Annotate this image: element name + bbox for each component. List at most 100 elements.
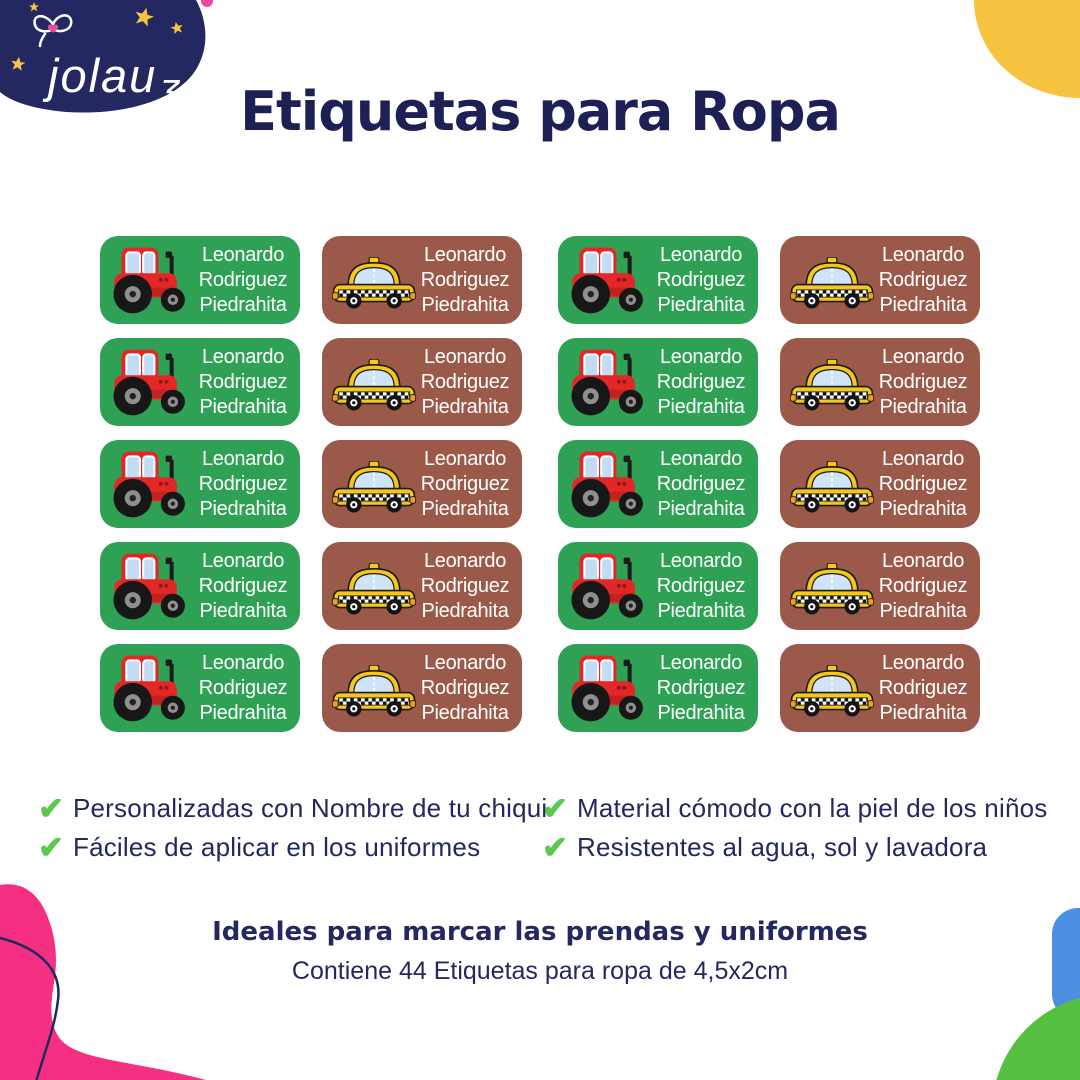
label-name-line: Leonardo [659,651,743,674]
clothing-label-tractor: Leonardo Rodriguez Piedrahita [100,338,300,426]
clothing-label-tractor: Leonardo Rodriguez Piedrahita [558,236,758,324]
check-icon: ✔ [542,790,568,826]
tractor-icon [571,451,643,517]
tractor-icon [571,553,643,619]
label-name-line: Rodriguez [656,268,746,291]
label-name-line: Rodriguez [878,370,968,393]
taxi-icon [332,563,416,615]
sheet-row: Leonardo Rodriguez Piedrahita [100,338,980,426]
clothing-label-tractor: Leonardo Rodriguez Piedrahita [100,440,300,528]
clothing-label-taxi: Leonardo Rodriguez Piedrahita [322,236,522,324]
sheet-row: Leonardo Rodriguez Piedrahita [100,236,980,324]
label-name-line: Piedrahita [199,293,287,316]
brand-logo: jolau ʒ [0,0,213,113]
features-right: ✔ Material cómodo con la piel de los niñ… [542,791,1047,869]
label-name-line: Rodriguez [420,370,510,393]
label-name-line: Leonardo [881,447,965,470]
tractor-icon [113,247,185,313]
star-icon [170,21,183,35]
feature-text: Personalizadas con Nombre de tu chiqui [72,792,548,823]
label-name-line: Rodriguez [656,472,746,495]
label-name-line: Rodriguez [656,370,746,393]
taxi-icon [790,563,874,615]
pink-corner-blob [0,884,206,1080]
label-name-text: Leonardo Rodriguez Piedrahita [874,651,972,726]
feature-item: ✔ Material cómodo con la piel de los niñ… [542,791,1047,825]
label-name-line: Piedrahita [879,701,967,724]
clothing-label-tractor: Leonardo Rodriguez Piedrahita [558,542,758,630]
label-name-text: Leonardo Rodriguez Piedrahita [194,243,292,318]
label-name-line: Piedrahita [657,293,745,316]
label-name-line: Piedrahita [199,395,287,418]
label-name-line: Rodriguez [878,268,968,291]
label-name-line: Leonardo [881,549,965,572]
navy-curve-line [0,936,60,1080]
check-icon: ✔ [38,790,64,826]
label-name-text: Leonardo Rodriguez Piedrahita [416,243,514,318]
taxi-icon [332,257,416,309]
label-name-line: Leonardo [659,447,743,470]
label-name-text: Leonardo Rodriguez Piedrahita [194,345,292,420]
clothing-label-taxi: Leonardo Rodriguez Piedrahita [780,338,980,426]
label-name-line: Leonardo [659,345,743,368]
label-name-line: Leonardo [423,549,507,572]
label-name-line: Piedrahita [421,395,509,418]
clothing-label-taxi: Leonardo Rodriguez Piedrahita [780,236,980,324]
feature-text: Resistentes al agua, sol y lavadora [576,831,988,862]
label-name-line: Piedrahita [199,497,287,520]
heart-icon [47,24,59,33]
tractor-icon [571,247,643,313]
clothing-label-tractor: Leonardo Rodriguez Piedrahita [558,338,758,426]
tractor-icon [113,349,185,415]
page-title: Etiquetas para Ropa [240,80,841,143]
label-name-line: Leonardo [423,447,507,470]
tractor-icon [113,553,185,619]
label-name-line: Piedrahita [199,599,287,622]
label-name-line: Leonardo [881,651,965,674]
footer-headline: Ideales para marcar las prendas y unifor… [212,917,868,947]
butterfly-doodle-icon [33,14,73,48]
sheet-row: Leonardo Rodriguez Piedrahita [100,440,980,528]
logo-flourish: ʒ [157,66,181,110]
clothing-label-taxi: Leonardo Rodriguez Piedrahita [322,338,522,426]
sheet-row: Leonardo Rodriguez Piedrahita [100,542,980,630]
label-name-line: Leonardo [423,243,507,266]
feature-text: Fáciles de aplicar en los uniformes [72,831,481,862]
label-name-line: Rodriguez [420,676,510,699]
taxi-icon [790,359,874,411]
logo-text: jolau [42,49,157,102]
clothing-label-taxi: Leonardo Rodriguez Piedrahita [322,440,522,528]
tractor-icon [113,451,185,517]
label-name-line: Rodriguez [198,268,288,291]
label-name-text: Leonardo Rodriguez Piedrahita [416,549,514,624]
label-name-line: Rodriguez [420,574,510,597]
label-name-line: Piedrahita [657,395,745,418]
label-name-line: Piedrahita [879,497,967,520]
star-icon [135,7,154,27]
label-name-line: Leonardo [201,447,285,470]
clothing-label-tractor: Leonardo Rodriguez Piedrahita [100,236,300,324]
label-name-text: Leonardo Rodriguez Piedrahita [652,243,750,318]
star-icon [29,2,39,12]
label-name-line: Leonardo [881,345,965,368]
label-name-line: Piedrahita [421,701,509,724]
label-name-line: Piedrahita [879,599,967,622]
label-name-line: Rodriguez [198,370,288,393]
tractor-icon [571,349,643,415]
pink-peek-icon [201,0,213,7]
pink-blob-shape [0,884,206,1080]
label-name-text: Leonardo Rodriguez Piedrahita [652,345,750,420]
label-name-text: Leonardo Rodriguez Piedrahita [652,651,750,726]
taxi-icon [790,461,874,513]
label-name-line: Piedrahita [657,701,745,724]
label-name-line: Rodriguez [420,472,510,495]
clothing-label-tractor: Leonardo Rodriguez Piedrahita [558,440,758,528]
feature-item: ✔ Fáciles de aplicar en los uniformes [38,830,547,864]
label-name-line: Rodriguez [656,676,746,699]
label-sheet: Leonardo Rodriguez Piedrahita [100,236,980,746]
label-name-line: Leonardo [201,651,285,674]
star-icon [11,56,26,71]
taxi-icon [790,257,874,309]
clothing-label-tractor: Leonardo Rodriguez Piedrahita [100,542,300,630]
label-name-line: Piedrahita [657,599,745,622]
